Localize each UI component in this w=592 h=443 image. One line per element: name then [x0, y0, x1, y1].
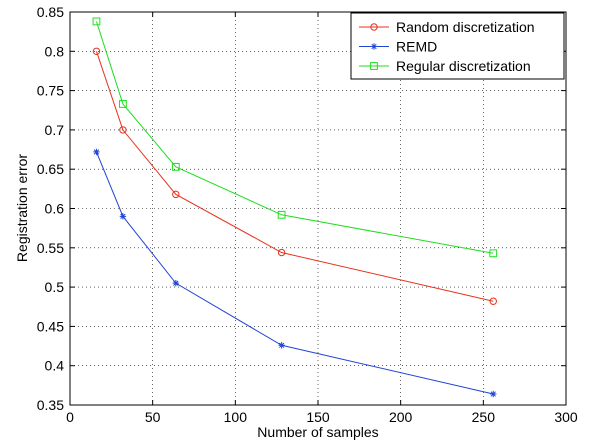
series-line-0 — [95, 51, 494, 302]
y-tick-label: 0.55 — [37, 240, 64, 256]
y-tick-label: 0.65 — [37, 161, 64, 177]
data-point — [490, 390, 497, 398]
axis-ticks: 0 50 100 150 200 250 300 0.35 0.4 0.45 0.5 0.55 0.6 0… — [37, 4, 578, 425]
y-tick-label: 0.35 — [37, 397, 64, 413]
data-point — [119, 213, 127, 220]
x-tick-label: 100 — [224, 409, 248, 425]
legend-marker — [370, 23, 378, 31]
x-tick-label: 50 — [145, 409, 161, 425]
series-line-2 — [95, 21, 494, 254]
x-tick-label: 250 — [472, 409, 496, 425]
legend-marker — [370, 43, 378, 50]
data-point — [489, 297, 497, 305]
legend-label: REMD — [396, 39, 437, 55]
data-point — [171, 162, 180, 171]
y-tick-label: 0.7 — [45, 122, 65, 138]
y-tick-label: 0.5 — [45, 279, 65, 295]
data-point — [278, 342, 285, 349]
data-point — [92, 47, 101, 55]
x-tick-label: 0 — [66, 409, 74, 425]
data-point — [277, 210, 286, 219]
y-tick-label: 0.8 — [45, 43, 65, 59]
legend-marker — [370, 62, 378, 70]
y-axis-label: Registration error — [14, 154, 30, 262]
legend-label: Random discretization — [396, 19, 535, 35]
data-point — [172, 279, 180, 287]
grid-lines — [70, 12, 566, 405]
legend: Random discretization REMD Regular discret… — [350, 12, 565, 80]
y-tick-label: 0.45 — [37, 318, 64, 334]
legend-label: Regular discretization — [396, 58, 531, 74]
x-tick-label: 150 — [306, 409, 330, 425]
y-tick-label: 0.6 — [45, 201, 65, 217]
data-point — [172, 190, 180, 199]
y-tick-label: 0.4 — [45, 358, 65, 374]
x-axis-label: Number of samples — [257, 424, 378, 440]
x-tick-label: 300 — [554, 409, 578, 425]
series-line-1 — [95, 151, 494, 395]
data-point — [489, 249, 498, 258]
data-point — [93, 148, 100, 156]
data-point — [92, 17, 101, 26]
x-tick-label: 200 — [389, 409, 413, 425]
data-point — [119, 126, 127, 134]
series-lines — [92, 17, 498, 398]
data-point — [119, 100, 127, 108]
y-tick-label: 0.85 — [37, 4, 64, 20]
data-point — [277, 248, 286, 257]
y-tick-label: 0.75 — [37, 83, 64, 99]
